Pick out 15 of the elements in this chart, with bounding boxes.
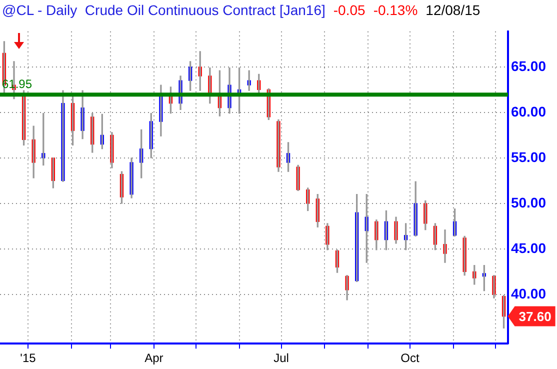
x-tick-label: '15 bbox=[20, 351, 36, 366]
y-tick-label: 60.00 bbox=[510, 103, 546, 120]
x-tick-label: Apr bbox=[144, 351, 164, 366]
y-tick-label: 40.00 bbox=[510, 285, 546, 302]
y-tick-label: 55.00 bbox=[510, 148, 546, 165]
text: -0.13% bbox=[373, 2, 418, 18]
chart-title: @CL - Daily Crude Oil Continuous Contract [Jan16] bbox=[2, 2, 326, 18]
text: 12/08/15 bbox=[426, 2, 480, 18]
x-tick-label: Jul bbox=[274, 351, 289, 366]
text: -0.05 bbox=[333, 2, 366, 18]
x-tick-label: Oct bbox=[400, 351, 420, 366]
y-tick-label: 45.00 bbox=[510, 240, 546, 256]
annotation: 37.60 bbox=[518, 308, 552, 324]
y-tick-label: 65.00 bbox=[510, 58, 546, 74]
y-tick-label: 50.00 bbox=[510, 194, 546, 210]
